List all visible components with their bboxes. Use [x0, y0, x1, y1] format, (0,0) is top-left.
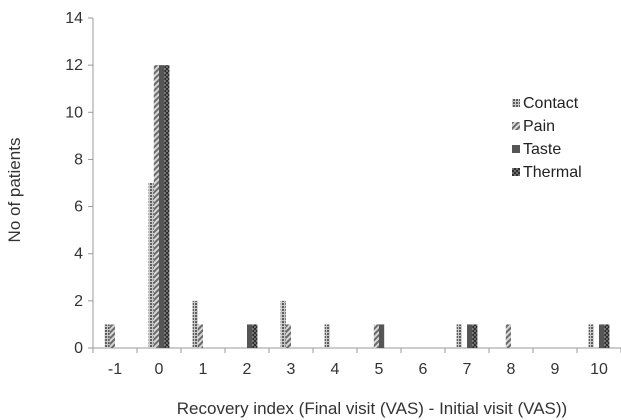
bar-pain-5	[373, 324, 379, 348]
bar-thermal-0	[164, 65, 170, 349]
y-tick-label: 4	[74, 246, 83, 263]
x-axis-ticks: -1 0 1 2 3 4 5 6 7 8 9 10	[92, 348, 621, 378]
bar-contact-3	[280, 300, 286, 348]
y-tick-label: 12	[65, 57, 83, 74]
legend-label-thermal: Thermal	[523, 164, 582, 181]
bar-contact-10	[588, 324, 594, 348]
x-tick-label: 8	[507, 361, 516, 378]
legend-swatch-pain	[512, 122, 520, 130]
bar-taste-10	[599, 324, 605, 348]
bars-group	[104, 65, 610, 349]
y-tick-label: 14	[65, 10, 83, 27]
x-tick-label: 6	[419, 361, 428, 378]
bar-pain-0	[153, 65, 159, 349]
x-tick-label: 2	[243, 361, 252, 378]
bar-thermal-7	[472, 324, 478, 348]
bar-pain-3	[285, 324, 291, 348]
x-tick-label: -1	[108, 361, 122, 378]
bar-thermal-10	[604, 324, 610, 348]
bar-contact-0	[148, 183, 154, 348]
legend-label-taste: Taste	[523, 141, 561, 158]
legend-label-pain: Pain	[523, 118, 555, 135]
x-tick-label: 4	[331, 361, 340, 378]
bar-contact-7	[456, 324, 462, 348]
y-tick-label: 2	[74, 293, 83, 310]
x-tick-label: 1	[199, 361, 208, 378]
bar-taste-2	[247, 324, 253, 348]
bar-contact-1	[192, 300, 198, 348]
bar-contact-4	[324, 324, 330, 348]
bar-thermal-2	[252, 324, 258, 348]
x-axis-title: Recovery index (Final visit (VAS) - Init…	[177, 399, 567, 418]
x-tick-label: 3	[287, 361, 296, 378]
bar-contact--1	[104, 324, 110, 348]
legend-swatch-contact	[512, 99, 520, 107]
legend-swatch-thermal	[512, 168, 520, 176]
x-tick-label: 7	[463, 361, 472, 378]
legend-label-contact: Contact	[523, 95, 579, 112]
y-axis-ticks: 0 2 4 6 8 10 12 14	[65, 10, 93, 357]
legend-swatch-taste	[512, 145, 520, 153]
bar-pain-8	[505, 324, 511, 348]
x-tick-label: 10	[590, 361, 608, 378]
bar-taste-0	[159, 65, 165, 349]
y-tick-label: 6	[74, 199, 83, 216]
x-tick-label: 0	[155, 361, 164, 378]
bar-pain-1	[197, 324, 203, 348]
bar-pain--1	[109, 324, 115, 348]
bar-taste-5	[379, 324, 385, 348]
y-tick-label: 0	[74, 340, 83, 357]
y-tick-label: 8	[74, 151, 83, 168]
legend: Contact Pain Taste Thermal	[512, 95, 582, 181]
bar-taste-7	[467, 324, 473, 348]
y-axis-title: No of patients	[5, 138, 24, 243]
x-tick-label: 9	[551, 361, 560, 378]
y-tick-label: 10	[65, 104, 83, 121]
x-tick-label: 5	[375, 361, 384, 378]
